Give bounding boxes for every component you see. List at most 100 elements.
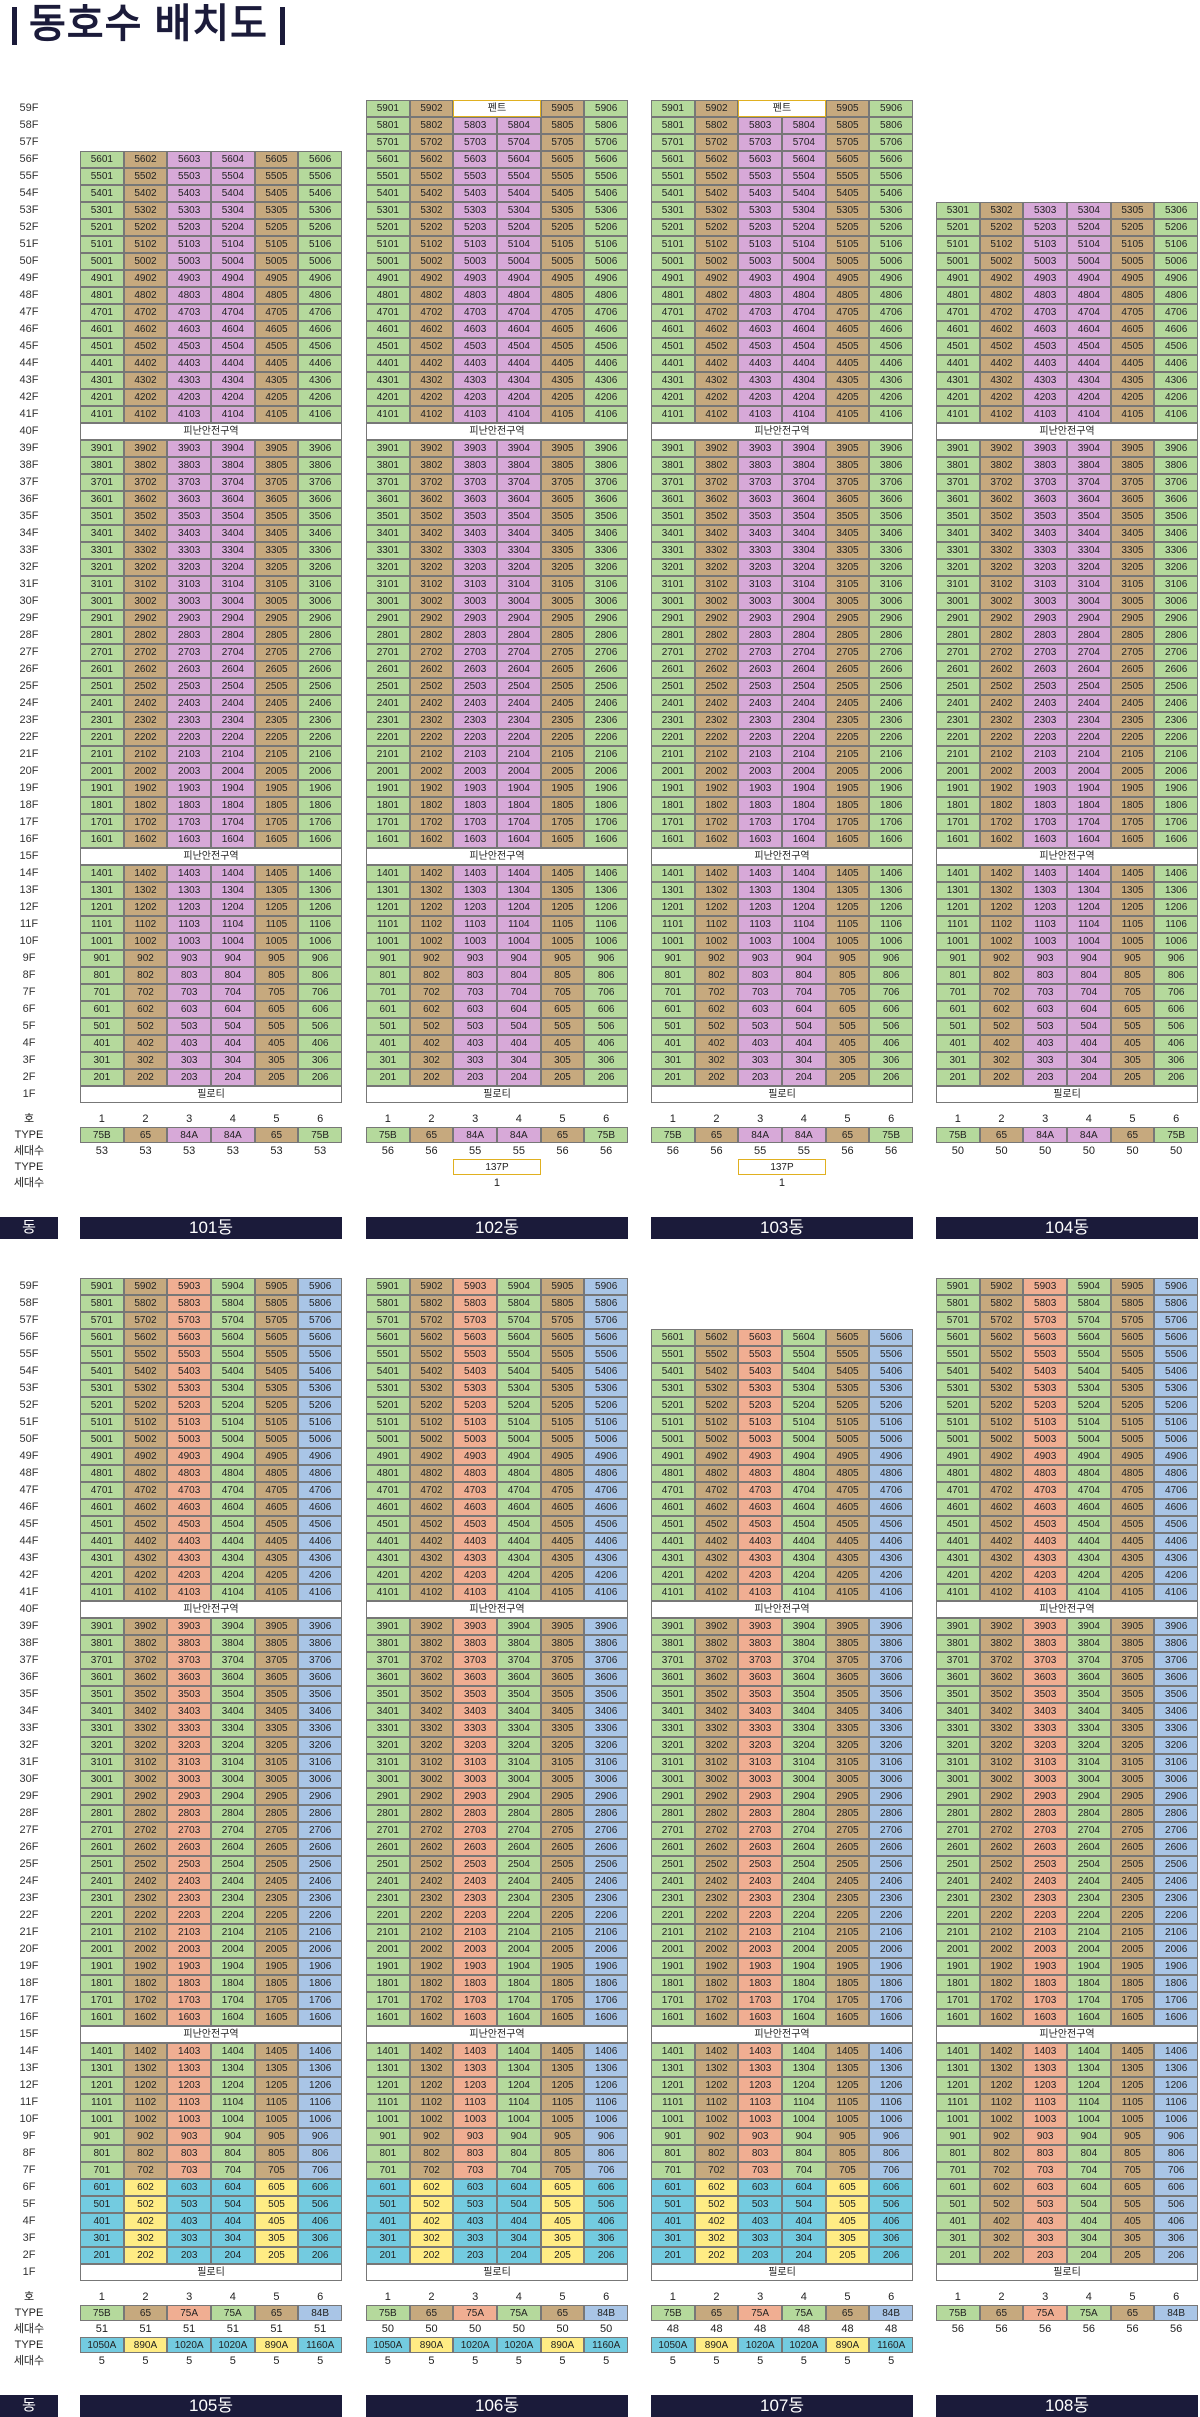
unit-cell: 3401 (936, 1703, 980, 1720)
unit-cell: 3101 (366, 1754, 410, 1771)
unit-cell: 5606 (298, 151, 342, 168)
unit-cell: 4403 (738, 1533, 782, 1550)
unit-cell: 5304 (497, 202, 541, 219)
unit-cell: 1604 (782, 2009, 826, 2026)
unit-cell: 3904 (497, 1618, 541, 1635)
unit-cell: 1301 (936, 2060, 980, 2077)
unit-cell: 505 (1110, 1018, 1155, 1035)
unit-cell: 2203 (1023, 729, 1067, 746)
unit-cell: 206 (584, 2247, 628, 2264)
unit-cell: 4906 (298, 1448, 342, 1465)
type2-cell: 1160A (869, 2337, 913, 2353)
unit-cell: 2102 (409, 746, 454, 763)
unit-cell: 1706 (869, 1992, 913, 2009)
unit-cell: 3004 (782, 593, 826, 610)
unit-cell: 2204 (782, 729, 826, 746)
unit-cell: 4206 (584, 1567, 628, 1584)
unit-cell: 2003 (738, 763, 782, 780)
unit-cell: 5606 (1154, 1329, 1198, 1346)
ho-number: 3 (453, 2289, 497, 2305)
unit-cell: 3001 (366, 593, 410, 610)
unit-cell: 5204 (497, 1397, 541, 1414)
unit-cell: 501 (80, 1018, 124, 1035)
unit-cell: 4304 (211, 372, 255, 389)
unit-cell: 4701 (651, 1482, 695, 1499)
unit-cell: 2505 (825, 678, 870, 695)
unit-cell: 3204 (1067, 559, 1111, 576)
unit-cell: 3503 (453, 508, 497, 525)
type2-cell: 1050A (366, 2337, 410, 2353)
unit-cell: 4702 (979, 1482, 1024, 1499)
unit-cell: 3106 (869, 1754, 913, 1771)
unit-cell: 2402 (694, 1873, 739, 1890)
unit-cell: 602 (694, 2179, 739, 2196)
type-cell: 75B (584, 1127, 628, 1143)
unit-cell: 4504 (782, 1516, 826, 1533)
unit-cell: 2605 (1110, 1839, 1155, 1856)
type2-cell: 890A (254, 2337, 299, 2353)
unit-cell: 2506 (298, 678, 342, 695)
unit-cell: 4706 (869, 304, 913, 321)
unit-cell: 4705 (825, 1482, 870, 1499)
unit-cell: 2201 (936, 729, 980, 746)
unit-cell: 3702 (409, 1652, 454, 1669)
unit-cell: 4303 (167, 372, 211, 389)
unit-cell: 3102 (409, 1754, 454, 1771)
unit-cell: 202 (409, 2247, 454, 2264)
unit-cell: 1801 (936, 1975, 980, 1992)
unit-cell: 3203 (738, 559, 782, 576)
unit-cell: 306 (1154, 1052, 1198, 1069)
unit-cell: 5601 (651, 1329, 695, 1346)
unit-cell: 4605 (1110, 1499, 1155, 1516)
unit-cell: 5301 (651, 202, 695, 219)
unit-cell: 706 (1154, 2162, 1198, 2179)
unit-cell: 1803 (167, 1975, 211, 1992)
unit-cell: 402 (694, 2213, 739, 2230)
unit-cell: 3302 (979, 542, 1024, 559)
unit-cell: 5002 (694, 253, 739, 270)
unit-cell: 3803 (1023, 457, 1067, 474)
unit-cell: 1401 (651, 2043, 695, 2060)
unit-cell: 2401 (80, 695, 124, 712)
unit-cell: 1102 (409, 2094, 454, 2111)
floor-label: 25F (0, 1856, 58, 1873)
unit-cell: 3006 (869, 1771, 913, 1788)
unit-cell: 5204 (782, 1397, 826, 1414)
unit-cell: 4201 (366, 389, 410, 406)
unit-cell: 1304 (782, 2060, 826, 2077)
floor-label: 53F (0, 1380, 58, 1397)
unit-cell: 1303 (453, 882, 497, 899)
unit-cell: 3402 (409, 1703, 454, 1720)
unit-cell: 401 (80, 1035, 124, 1052)
unit-cell: 4901 (651, 1448, 695, 1465)
unit-cell: 3804 (211, 457, 255, 474)
unit-cell: 2006 (584, 763, 628, 780)
unit-cell: 4604 (1067, 321, 1111, 338)
unit-cell: 3801 (936, 457, 980, 474)
unit-cell: 5003 (1023, 1431, 1067, 1448)
unit-cell: 2702 (123, 644, 168, 661)
unit-cell: 705 (1110, 984, 1155, 1001)
unit-cell: 2806 (584, 1805, 628, 1822)
unit-cell: 3401 (936, 525, 980, 542)
unit-cell: 1601 (936, 2009, 980, 2026)
unit-cell: 1405 (540, 865, 585, 882)
unit-cell: 703 (167, 984, 211, 1001)
unit-cell: 3304 (211, 542, 255, 559)
unit-cell: 1204 (1067, 2077, 1111, 2094)
unit-cell: 705 (254, 2162, 299, 2179)
unit-cell: 3306 (869, 1720, 913, 1737)
unit-cell: 306 (869, 1052, 913, 1069)
unit-cell: 3104 (211, 1754, 255, 1771)
unit-cell: 1906 (1154, 1958, 1198, 1975)
unit-cell: 4602 (123, 1499, 168, 1516)
unit-cell: 4404 (497, 1533, 541, 1550)
unit-cell: 3404 (782, 1703, 826, 1720)
unit-cell: 5802 (694, 117, 739, 134)
unit-cell: 4106 (869, 1584, 913, 1601)
unit-cell: 3701 (80, 474, 124, 491)
floor-label: 31F (0, 1754, 58, 1771)
unit-cell: 5901 (651, 100, 695, 117)
unit-cell: 5805 (540, 117, 585, 134)
unit-cell: 4305 (254, 372, 299, 389)
